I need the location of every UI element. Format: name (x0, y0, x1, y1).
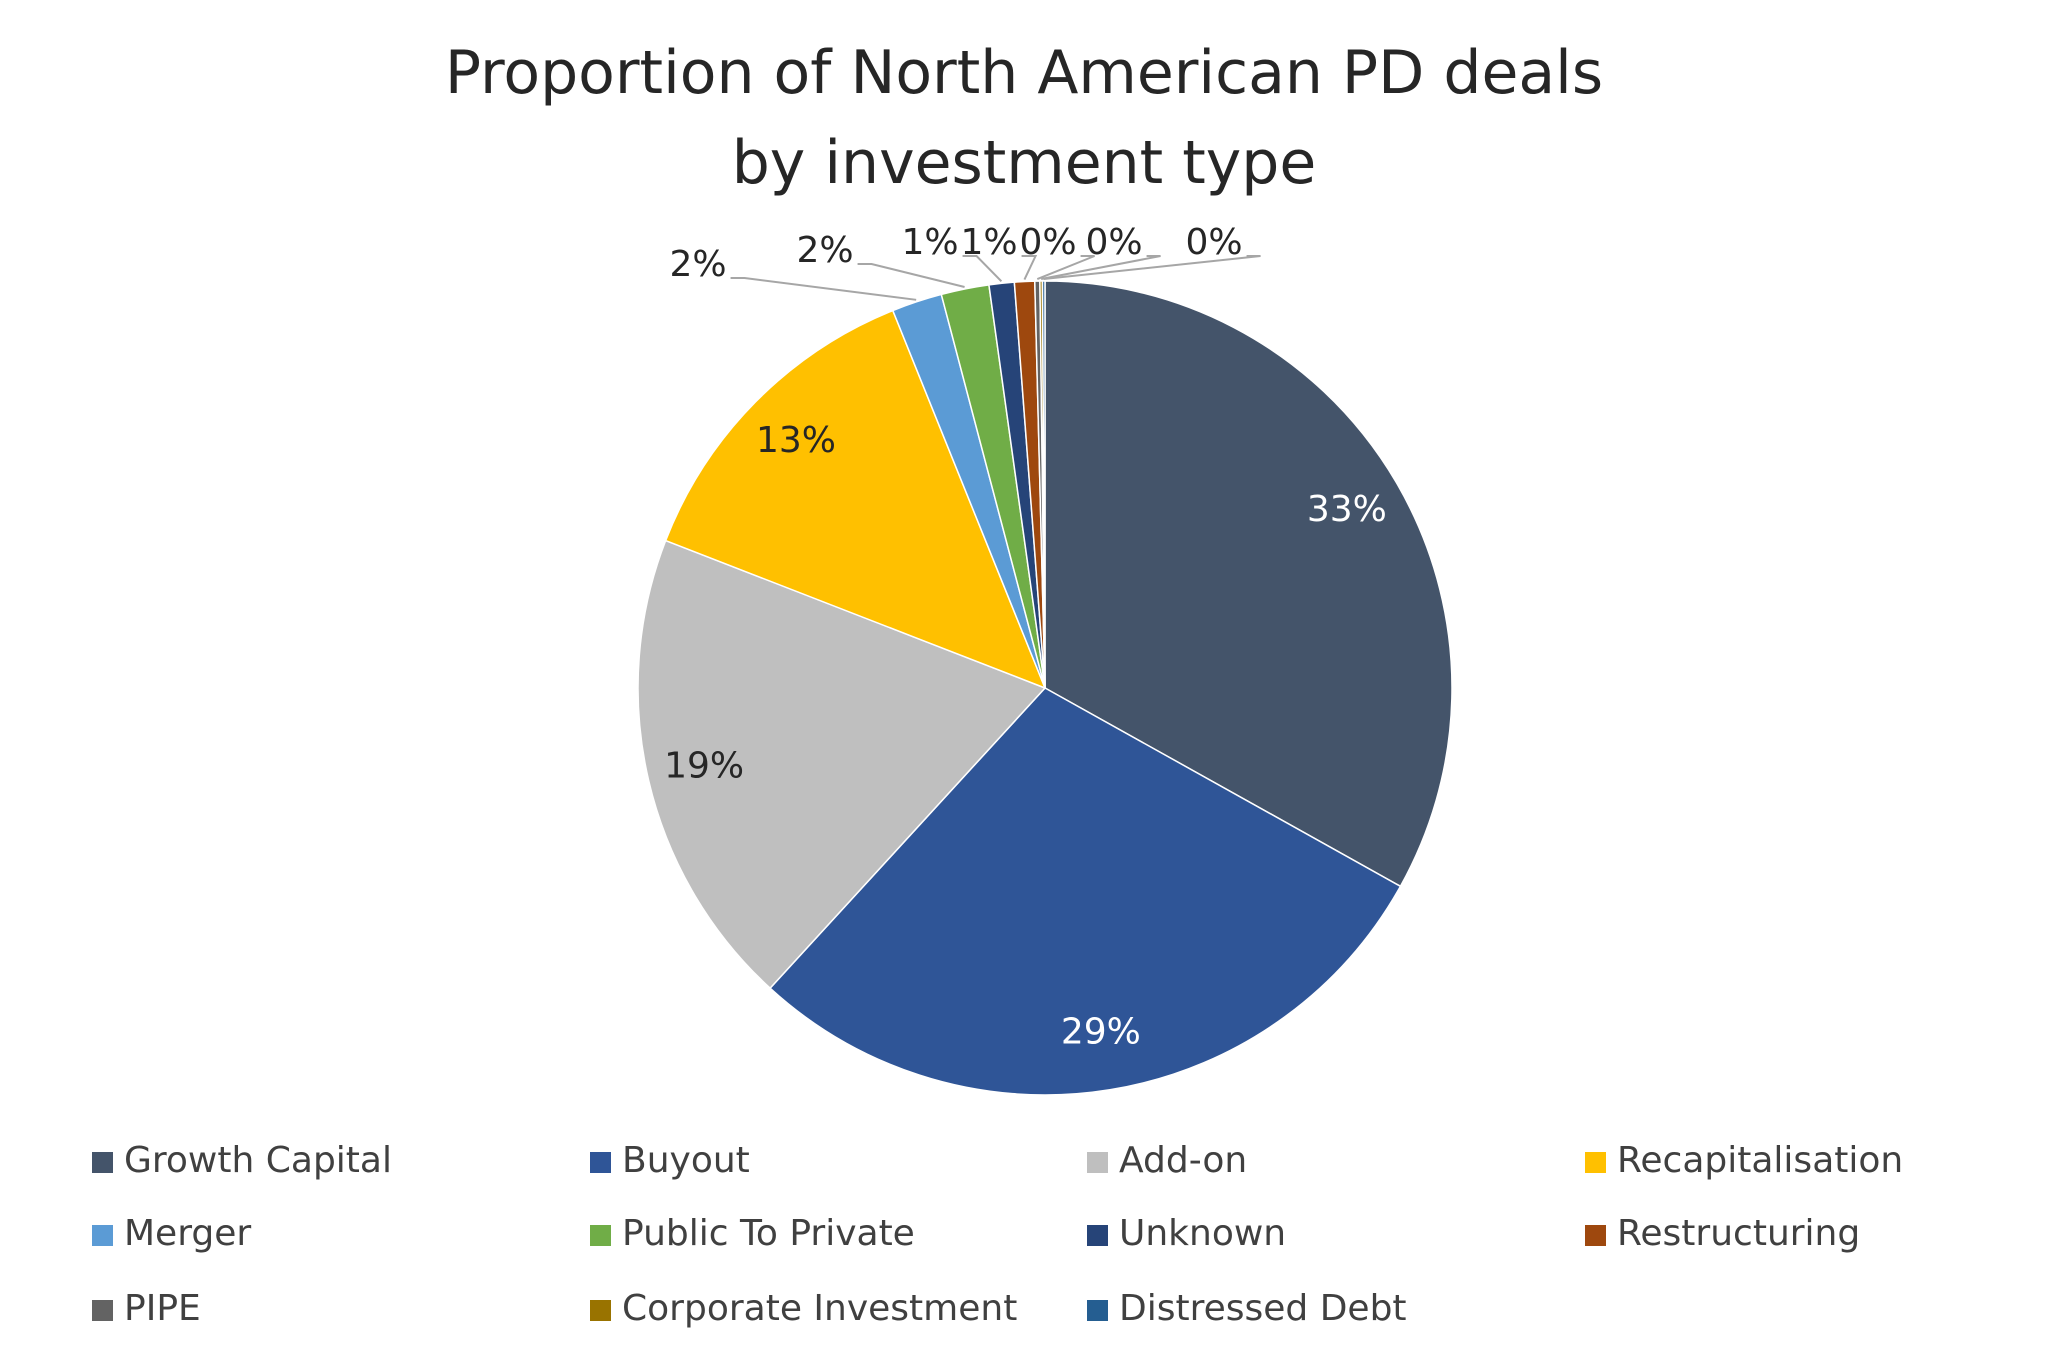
data-label: 1% (901, 222, 958, 263)
legend-swatch (1585, 1225, 1606, 1246)
leader-line (1043, 255, 1261, 280)
legend-swatch (1087, 1152, 1108, 1173)
pie-slice (664, 309, 1047, 690)
legend-swatch (1087, 1225, 1108, 1246)
data-label: 13% (756, 420, 836, 461)
legend-label: Add-on (1119, 1140, 1247, 1181)
leader-line (857, 263, 965, 288)
legend-label: Public To Private (622, 1213, 915, 1254)
data-label: 2% (669, 244, 726, 285)
data-label: 2% (796, 230, 853, 271)
legend-label: Merger (124, 1213, 251, 1254)
leader-line (1036, 255, 1095, 281)
legend-label: Buyout (622, 1140, 750, 1181)
legend-label: PIPE (124, 1288, 201, 1329)
data-label: 29% (1061, 1012, 1141, 1053)
data-label: 0% (1019, 222, 1076, 263)
legend-label: Distressed Debt (1119, 1288, 1407, 1329)
leader-line (1021, 255, 1038, 280)
legend-swatch (590, 1225, 611, 1246)
pie-slice (1044, 280, 1453, 888)
legend-swatch (1585, 1152, 1606, 1173)
leader-line (1040, 255, 1161, 281)
pie-slice (637, 539, 1047, 990)
legend-label: Growth Capital (124, 1140, 392, 1181)
data-label: 0% (1085, 222, 1142, 263)
legend-label: Corporate Investment (622, 1288, 1017, 1329)
legend-label: Recapitalisation (1617, 1140, 1903, 1181)
pie-slice (1041, 280, 1046, 689)
legend-swatch (1087, 1300, 1108, 1321)
legend-swatch (590, 1300, 611, 1321)
legend-swatch (92, 1152, 113, 1173)
pie-slice (769, 687, 1402, 1096)
leader-line (730, 277, 917, 301)
data-label: 1% (960, 222, 1017, 263)
leader-line (962, 255, 1003, 283)
legend-label: Unknown (1119, 1213, 1286, 1254)
data-label: 19% (664, 746, 744, 787)
data-label: 33% (1307, 489, 1387, 530)
data-label: 0% (1185, 222, 1242, 263)
legend-swatch (92, 1225, 113, 1246)
legend-label: Restructuring (1617, 1213, 1860, 1254)
chart-title: Proportion of North American PD deals by… (444, 38, 1604, 198)
legend-swatch (92, 1300, 113, 1321)
legend-swatch (590, 1152, 611, 1173)
